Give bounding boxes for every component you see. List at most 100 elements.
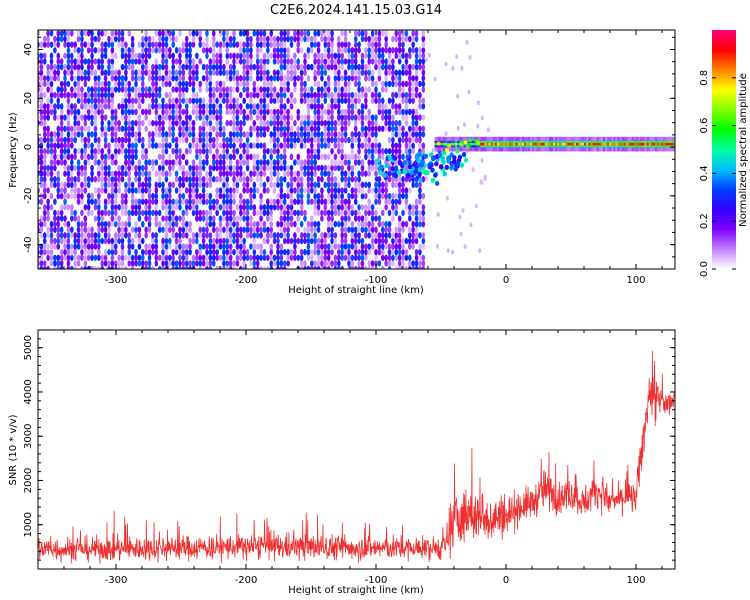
- spectrogram-cell: [255, 114, 260, 121]
- spectrogram-cell: [245, 47, 250, 54]
- spectrogram-cell: [117, 226, 121, 233]
- spectrogram-cell: [201, 136, 206, 144]
- spectrogram-cell: [293, 97, 297, 104]
- spectrogram-cell: [309, 97, 314, 104]
- spectrogram-cell: [397, 220, 402, 228]
- spectrogram-cell: [347, 41, 351, 48]
- spectrogram-cell: [93, 131, 98, 138]
- spectrogram-cell: [208, 164, 213, 172]
- spectrogram-cell: [222, 187, 226, 194]
- spectrogram-cell: [53, 226, 57, 233]
- spectrogram-cell: [76, 192, 81, 200]
- spectrogram-cell: [134, 164, 138, 172]
- spectrogram-cell: [397, 69, 402, 76]
- spectrogram-cell: [137, 187, 142, 194]
- spectrogram-cell: [208, 265, 213, 269]
- spectrogram-cell: [42, 108, 47, 116]
- spectrogram-cell: [323, 41, 328, 48]
- spectrogram-cell: [269, 260, 274, 267]
- spectrogram-cell: [110, 125, 115, 132]
- spectrogram-cell: [476, 100, 480, 106]
- spectrogram-cell: [181, 181, 186, 189]
- spectrogram-cell: [225, 254, 230, 261]
- spectrogram-cell: [181, 108, 186, 116]
- spectrogram-cell: [276, 58, 280, 65]
- spectrogram-cell: [408, 52, 412, 60]
- spectrogram-cell: [59, 159, 64, 166]
- spectrogram-cell: [211, 125, 216, 132]
- spectrogram-cell: [66, 103, 71, 110]
- spectrogram-cell: [289, 142, 294, 149]
- spectrogram-cell: [93, 114, 98, 121]
- spectrogram-cell: [140, 97, 145, 104]
- snr-frame: [37, 329, 676, 570]
- spectrogram-cell: [225, 248, 230, 256]
- spectrogram-cell: [215, 164, 219, 172]
- spectrogram-cell: [306, 181, 311, 189]
- spectrogram-cell: [323, 108, 328, 116]
- spectrogram-cell: [134, 204, 138, 211]
- spectrogram-cell: [282, 35, 287, 43]
- spectrogram-cell: [198, 103, 203, 110]
- spectrogram-cell: [161, 204, 165, 211]
- spectrogram-cell: [134, 136, 138, 144]
- spectrogram-cell: [306, 254, 311, 261]
- spectrogram-cell: [370, 232, 375, 239]
- spectrogram-cell: [391, 243, 395, 250]
- spectrogram-cell: [222, 192, 226, 200]
- spectrogram-cell: [592, 142, 595, 146]
- spectrogram-cell: [144, 148, 148, 155]
- spectrogram-cell: [418, 52, 422, 60]
- spectrogram-cell: [49, 86, 54, 93]
- spectrogram-cell: [289, 41, 294, 48]
- spectrogram-cell: [252, 254, 257, 261]
- spectrogram-cell: [225, 192, 230, 200]
- spectrogram-cell: [397, 52, 402, 60]
- spectrogram-cell: [191, 237, 196, 245]
- spectrogram-cell: [147, 131, 152, 138]
- spectrogram-cell: [208, 215, 213, 222]
- spectrogram-cell: [459, 162, 465, 168]
- spectrogram-cell: [215, 248, 219, 256]
- spectrogram-cell: [350, 69, 355, 76]
- spectrogram-cell: [316, 91, 321, 99]
- spectrogram-cell: [411, 35, 415, 43]
- spectrogram-cell: [127, 47, 132, 54]
- spectrogram-cell: [421, 97, 426, 104]
- spectrogram-cell: [215, 119, 219, 127]
- spectrogram-cell: [309, 125, 314, 132]
- spectrogram-cell: [279, 192, 284, 200]
- spectrogram-cell: [49, 142, 54, 149]
- spectrogram-cell: [252, 153, 257, 161]
- spectrogram-cell: [357, 142, 361, 149]
- spectrogram-cell: [252, 209, 257, 217]
- spectrogram-cell: [350, 108, 355, 116]
- spectrogram-cell: [337, 159, 341, 166]
- spectrogram-cell: [391, 254, 395, 261]
- spectrogram-cell: [299, 181, 304, 189]
- spectrogram-cell: [279, 209, 284, 217]
- spectrogram-cell: [252, 237, 257, 245]
- spectrogram-cell: [66, 164, 71, 172]
- spectrogram-cell: [211, 215, 216, 222]
- spectrogram-cell: [205, 86, 209, 93]
- spectrogram-cell: [201, 164, 206, 172]
- spectrogram-cell: [56, 181, 61, 189]
- spectrogram-cell: [320, 215, 324, 222]
- spectrogram-cell: [70, 125, 74, 132]
- spectrogram-cell: [453, 166, 458, 172]
- spectrogram-cell: [83, 248, 88, 256]
- spectrogram-cell: [188, 164, 192, 172]
- spectrogram-cell: [120, 170, 125, 177]
- spectrogram-cell: [330, 204, 334, 211]
- spectrogram-cell: [120, 136, 125, 144]
- spectrogram-cell: [323, 237, 328, 245]
- spectrogram-cell: [279, 204, 284, 211]
- spectrogram-cell: [42, 153, 47, 161]
- spectrogram-cell: [380, 114, 385, 121]
- spectrogram-cell: [110, 220, 115, 228]
- spectrogram-cell: [113, 159, 118, 166]
- spectrogram-cell: [456, 125, 460, 131]
- spectrogram-cell: [211, 248, 216, 256]
- spectrogram-cell: [337, 265, 341, 269]
